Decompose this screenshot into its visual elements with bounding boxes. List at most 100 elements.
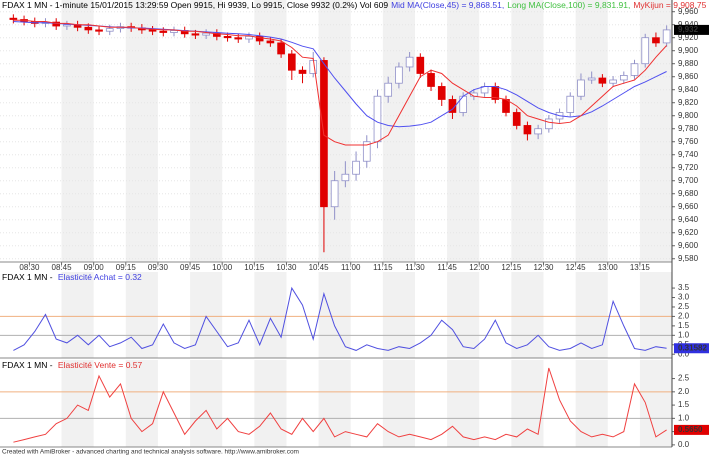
x-tick-label: 11:00 <box>341 263 361 272</box>
x-tick-label: 12:00 <box>469 263 490 272</box>
y-tick-label: 1.0 <box>678 413 690 422</box>
series-line <box>13 19 667 146</box>
time-stripe <box>254 360 287 447</box>
candle-body <box>523 125 532 135</box>
x-tick-label: 09:45 <box>180 263 201 272</box>
y-tick-label: 9,940 <box>678 20 699 29</box>
candle-body <box>287 53 296 71</box>
series-line <box>13 367 667 443</box>
candle-body <box>598 77 607 84</box>
candle-body <box>427 73 435 87</box>
candle-body <box>330 180 339 208</box>
y-tick-label: 1.0 <box>678 330 690 339</box>
last-value-box <box>674 424 709 435</box>
y-tick-label: 2.0 <box>678 312 690 321</box>
time-stripe <box>61 360 94 447</box>
candle-body <box>577 79 585 97</box>
header-segment: FDAX 1 MN - 1-minute 15/01/2015 13:29:59… <box>2 0 388 10</box>
candle-body <box>512 112 521 126</box>
y-tick-label: 9,780 <box>678 124 699 133</box>
candle-body <box>641 37 650 65</box>
last-value-box <box>674 24 709 35</box>
x-tick-label: 13:00 <box>598 263 619 272</box>
time-stripe <box>382 0 415 262</box>
pane-header: FDAX 1 MN - Elasticité Vente = 0.57 <box>2 360 143 370</box>
time-stripe <box>639 272 672 358</box>
x-tick-label: 09:15 <box>116 263 137 272</box>
time-stripe <box>447 0 480 262</box>
x-tick-label: 11:45 <box>437 263 457 272</box>
time-stripe <box>511 360 544 447</box>
y-tick-label: 9,800 <box>678 111 699 120</box>
candle-body <box>384 82 393 97</box>
time-stripe <box>639 360 672 447</box>
candle-body <box>619 75 628 81</box>
candle-body <box>405 56 414 68</box>
candle-body <box>148 29 157 32</box>
last-value-label: 9,932 <box>678 25 699 34</box>
y-tick-label: 1.5 <box>678 400 690 409</box>
candle-body <box>159 30 168 33</box>
candle-body <box>309 60 318 74</box>
header-segment: Mid MA(Close,45) = 9,868.51, <box>391 0 504 10</box>
candle-body <box>352 160 360 175</box>
y-tick-label: 9,860 <box>678 72 699 81</box>
x-tick-label: 12:15 <box>501 263 522 272</box>
candle-body <box>437 86 446 100</box>
y-tick-label: 9,580 <box>678 254 699 263</box>
y-tick-label: 9,620 <box>678 228 699 237</box>
candle-body <box>652 37 660 44</box>
y-tick-label: 0.0 <box>678 349 690 358</box>
candle-body <box>9 17 18 20</box>
last-value-label: 0.31582 <box>678 343 707 352</box>
time-stripe <box>575 272 608 358</box>
header-segment: Elasticité Achat = 0.32 <box>58 272 142 282</box>
y-tick-label: 9,920 <box>678 33 699 42</box>
y-tick-label: 9,880 <box>678 59 699 68</box>
time-stripe <box>254 272 287 358</box>
x-tick-label: 11:30 <box>405 263 425 272</box>
header-segment: MyKijun = 9,908.75 <box>633 0 706 10</box>
candle-body <box>416 56 425 74</box>
pane-header: FDAX 1 MN - 1-minute 15/01/2015 13:29:59… <box>2 0 707 10</box>
y-tick-label: 9,820 <box>678 98 699 107</box>
x-tick-label: 12:45 <box>566 263 587 272</box>
y-tick-label: 9,720 <box>678 163 699 172</box>
x-tick-label: 10:00 <box>212 263 233 272</box>
time-stripe <box>318 272 351 358</box>
candle-body <box>105 28 114 32</box>
candle-body <box>566 95 575 113</box>
time-stripe <box>61 0 94 262</box>
y-tick-label: 9,900 <box>678 46 699 55</box>
last-value-label: 0.5650 <box>678 425 703 434</box>
candle-body <box>277 42 285 55</box>
time-stripe <box>447 272 480 358</box>
x-tick-label: 08:30 <box>19 263 40 272</box>
candle-body <box>266 40 275 44</box>
candle-body <box>170 30 178 33</box>
y-tick-label: 2.5 <box>678 374 690 383</box>
x-tick-label: 09:30 <box>148 263 169 272</box>
header-segment: FDAX 1 MN - <box>2 272 55 282</box>
x-tick-label: 08:45 <box>52 263 73 272</box>
y-tick-label: 2.0 <box>678 387 690 396</box>
candle-body <box>255 36 264 42</box>
y-tick-label: 1.5 <box>678 321 690 330</box>
candle-body <box>223 36 232 39</box>
candle-body <box>448 99 457 113</box>
time-stripe <box>61 272 94 358</box>
x-tick-label: 09:00 <box>84 263 105 272</box>
time-stripe <box>382 272 415 358</box>
y-tick-label: 9,840 <box>678 85 699 94</box>
x-tick-label: 10:30 <box>276 263 297 272</box>
candle-body <box>341 173 350 182</box>
candle-body <box>662 29 671 44</box>
y-tick-label: 9,960 <box>678 7 699 16</box>
candle-body <box>63 24 71 27</box>
x-tick-label: 10:45 <box>309 263 330 272</box>
time-stripe <box>318 360 351 447</box>
candle-body <box>534 128 542 135</box>
footer: Created with AmiBroker - advanced charti… <box>2 449 299 456</box>
candle-body <box>191 33 200 36</box>
